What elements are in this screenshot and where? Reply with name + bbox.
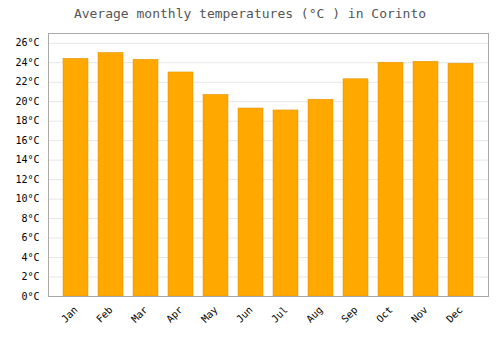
svg-text:4°C: 4°C bbox=[21, 252, 39, 263]
svg-text:Jan: Jan bbox=[59, 304, 80, 325]
svg-text:16°C: 16°C bbox=[15, 135, 39, 146]
svg-text:Apr: Apr bbox=[164, 304, 185, 325]
svg-text:24°C: 24°C bbox=[15, 57, 39, 68]
svg-text:Feb: Feb bbox=[94, 304, 115, 325]
svg-text:Sep: Sep bbox=[339, 304, 360, 325]
svg-text:26°C: 26°C bbox=[15, 37, 39, 48]
svg-text:8°C: 8°C bbox=[21, 213, 39, 224]
svg-text:Jun: Jun bbox=[234, 304, 255, 325]
svg-text:Mar: Mar bbox=[129, 304, 150, 325]
svg-text:Jul: Jul bbox=[269, 304, 290, 325]
svg-text:Aug: Aug bbox=[304, 304, 325, 325]
svg-text:Nov: Nov bbox=[409, 304, 430, 325]
svg-text:Oct: Oct bbox=[374, 304, 395, 325]
svg-text:18°C: 18°C bbox=[15, 115, 39, 126]
svg-text:2°C: 2°C bbox=[21, 271, 39, 282]
svg-text:May: May bbox=[199, 304, 220, 325]
svg-text:Dec: Dec bbox=[444, 304, 465, 325]
svg-text:20°C: 20°C bbox=[15, 96, 39, 107]
svg-text:0°C: 0°C bbox=[21, 291, 39, 302]
svg-text:22°C: 22°C bbox=[15, 76, 39, 87]
svg-text:6°C: 6°C bbox=[21, 232, 39, 243]
svg-text:14°C: 14°C bbox=[15, 154, 39, 165]
html-text:Average monthly temperatures (: Average monthly temperatures (°C ) in Co… bbox=[73, 6, 427, 21]
svg-text:10°C: 10°C bbox=[15, 193, 39, 204]
svg-text:12°C: 12°C bbox=[15, 174, 39, 185]
